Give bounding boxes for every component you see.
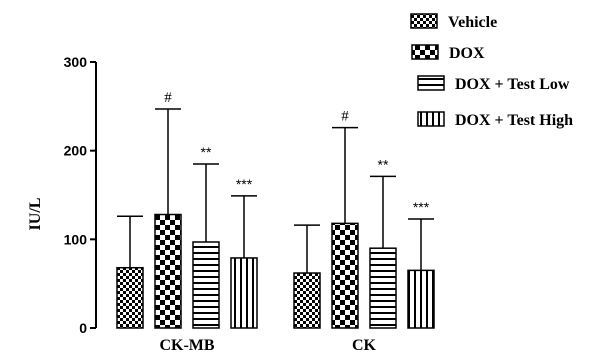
y-tick-label: 300 [64, 54, 88, 70]
legend-label: DOX [449, 45, 485, 62]
bar [230, 257, 258, 329]
bar [407, 269, 435, 329]
legend-label: Vehicle [448, 14, 497, 31]
significance-label: *** [236, 176, 253, 192]
y-tick-label: 200 [64, 143, 88, 159]
significance-label: *** [413, 199, 430, 215]
legend-swatch [417, 75, 445, 91]
legend: Vehicle DOX DOX + Test Low DOX + Test High [410, 13, 573, 129]
category-labels: CK-MB CK [159, 337, 376, 354]
legend-swatch [410, 13, 438, 29]
bar [331, 222, 359, 329]
bar [293, 272, 321, 329]
legend-swatch [417, 111, 445, 127]
significance-label: ** [201, 144, 212, 160]
category-label: CK [352, 337, 377, 354]
bars: #*****#***** [116, 90, 435, 329]
category-label: CK-MB [159, 337, 214, 354]
significance-label: # [164, 90, 172, 106]
y-axis-label: IU/L [27, 198, 44, 231]
bar [369, 247, 397, 329]
significance-label: ** [378, 156, 389, 172]
legend-swatch [411, 44, 439, 60]
y-ticks: 0 100 200 300 [64, 54, 96, 336]
legend-label: DOX + Test High [455, 112, 573, 129]
significance-label: # [341, 109, 349, 125]
legend-label: DOX + Test Low [455, 76, 570, 93]
bar [154, 213, 182, 329]
bar [192, 241, 220, 329]
y-tick-label: 100 [64, 231, 88, 247]
y-tick-label: 0 [79, 320, 87, 336]
bar [116, 266, 144, 329]
